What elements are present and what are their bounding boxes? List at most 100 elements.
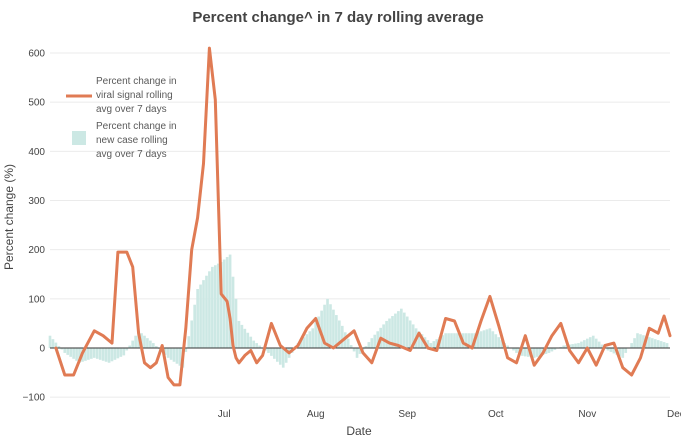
bar bbox=[167, 348, 170, 358]
bar bbox=[432, 341, 435, 348]
x-tick-label: Sep bbox=[398, 409, 416, 420]
bar bbox=[122, 348, 125, 355]
bar bbox=[255, 343, 258, 348]
bar bbox=[400, 309, 403, 348]
bar bbox=[577, 343, 580, 348]
bar bbox=[93, 348, 96, 358]
bar bbox=[456, 333, 459, 348]
bar bbox=[276, 348, 279, 362]
bar bbox=[211, 267, 214, 348]
bar bbox=[108, 348, 111, 363]
bar bbox=[551, 348, 554, 351]
bar bbox=[246, 333, 249, 348]
bar bbox=[87, 348, 90, 360]
chart-title: Percent change^ in 7 day rolling average bbox=[192, 9, 483, 26]
bar bbox=[574, 344, 577, 348]
bar bbox=[187, 336, 190, 348]
x-tick-label: Oct bbox=[488, 409, 504, 420]
bar bbox=[72, 348, 75, 359]
bar bbox=[223, 259, 226, 348]
bar bbox=[630, 343, 633, 348]
bar bbox=[196, 289, 199, 348]
bar bbox=[621, 348, 624, 358]
bar bbox=[406, 317, 409, 348]
bar bbox=[332, 310, 335, 348]
bar bbox=[252, 341, 255, 348]
bar bbox=[450, 333, 453, 348]
bar bbox=[580, 342, 583, 348]
bar bbox=[134, 336, 137, 348]
bar bbox=[444, 333, 447, 348]
bar bbox=[202, 280, 205, 348]
bar bbox=[394, 314, 397, 348]
bar bbox=[492, 331, 495, 348]
x-tick-label: Aug bbox=[307, 409, 325, 420]
bar bbox=[282, 348, 285, 368]
bar bbox=[329, 304, 332, 348]
bar bbox=[571, 344, 574, 348]
bar bbox=[326, 299, 329, 348]
bar bbox=[63, 348, 66, 353]
y-tick-label: 400 bbox=[28, 147, 45, 158]
x-tick-label: Nov bbox=[578, 409, 596, 420]
legend-swatch-bar bbox=[72, 131, 86, 145]
bar bbox=[533, 348, 536, 358]
bar bbox=[639, 334, 642, 348]
bar bbox=[447, 333, 450, 348]
y-axis-title: Percent change (%) bbox=[2, 164, 16, 270]
bar bbox=[249, 337, 252, 348]
bar bbox=[111, 348, 114, 361]
bar bbox=[548, 348, 551, 353]
bar bbox=[592, 336, 595, 348]
y-tick-label: −100 bbox=[22, 393, 45, 404]
bar bbox=[663, 342, 666, 348]
bar bbox=[75, 348, 78, 361]
bar bbox=[382, 324, 385, 348]
y-tick-label: 600 bbox=[28, 48, 45, 59]
bar bbox=[208, 271, 211, 348]
bar bbox=[524, 348, 527, 356]
bar bbox=[583, 340, 586, 348]
bar bbox=[131, 341, 134, 348]
bar bbox=[66, 348, 69, 355]
bar bbox=[494, 334, 497, 348]
bar bbox=[99, 348, 102, 360]
bar bbox=[453, 333, 456, 348]
bar bbox=[311, 328, 314, 348]
y-tick-label: 100 bbox=[28, 294, 45, 305]
bar bbox=[370, 338, 373, 348]
bar bbox=[114, 348, 117, 360]
y-tick-label: 300 bbox=[28, 196, 45, 207]
y-tick-label: 200 bbox=[28, 245, 45, 256]
bar bbox=[489, 328, 492, 348]
bar bbox=[633, 338, 636, 348]
legend-label-viral: Percent change in viral signal rolling a… bbox=[96, 76, 179, 115]
bar bbox=[238, 321, 241, 348]
bar bbox=[205, 276, 208, 348]
bar bbox=[368, 342, 371, 348]
bar bbox=[589, 337, 592, 348]
bar bbox=[193, 305, 196, 348]
bar bbox=[190, 320, 193, 348]
bar bbox=[214, 265, 217, 348]
bar bbox=[515, 348, 518, 353]
bar bbox=[279, 348, 282, 365]
legend: Percent change in viral signal rolling a… bbox=[66, 76, 179, 160]
bar bbox=[96, 348, 99, 359]
bar bbox=[176, 348, 179, 364]
bar bbox=[657, 340, 660, 348]
x-tick-label: Jul bbox=[218, 409, 231, 420]
bar bbox=[105, 348, 108, 362]
bar bbox=[483, 330, 486, 348]
bar bbox=[660, 341, 663, 348]
bar bbox=[90, 348, 93, 359]
bar bbox=[199, 285, 202, 348]
bar bbox=[409, 320, 412, 348]
bar bbox=[373, 335, 376, 348]
bar bbox=[397, 311, 400, 348]
bar bbox=[636, 333, 639, 348]
x-axis-title: Date bbox=[346, 424, 372, 438]
bar bbox=[235, 299, 238, 348]
